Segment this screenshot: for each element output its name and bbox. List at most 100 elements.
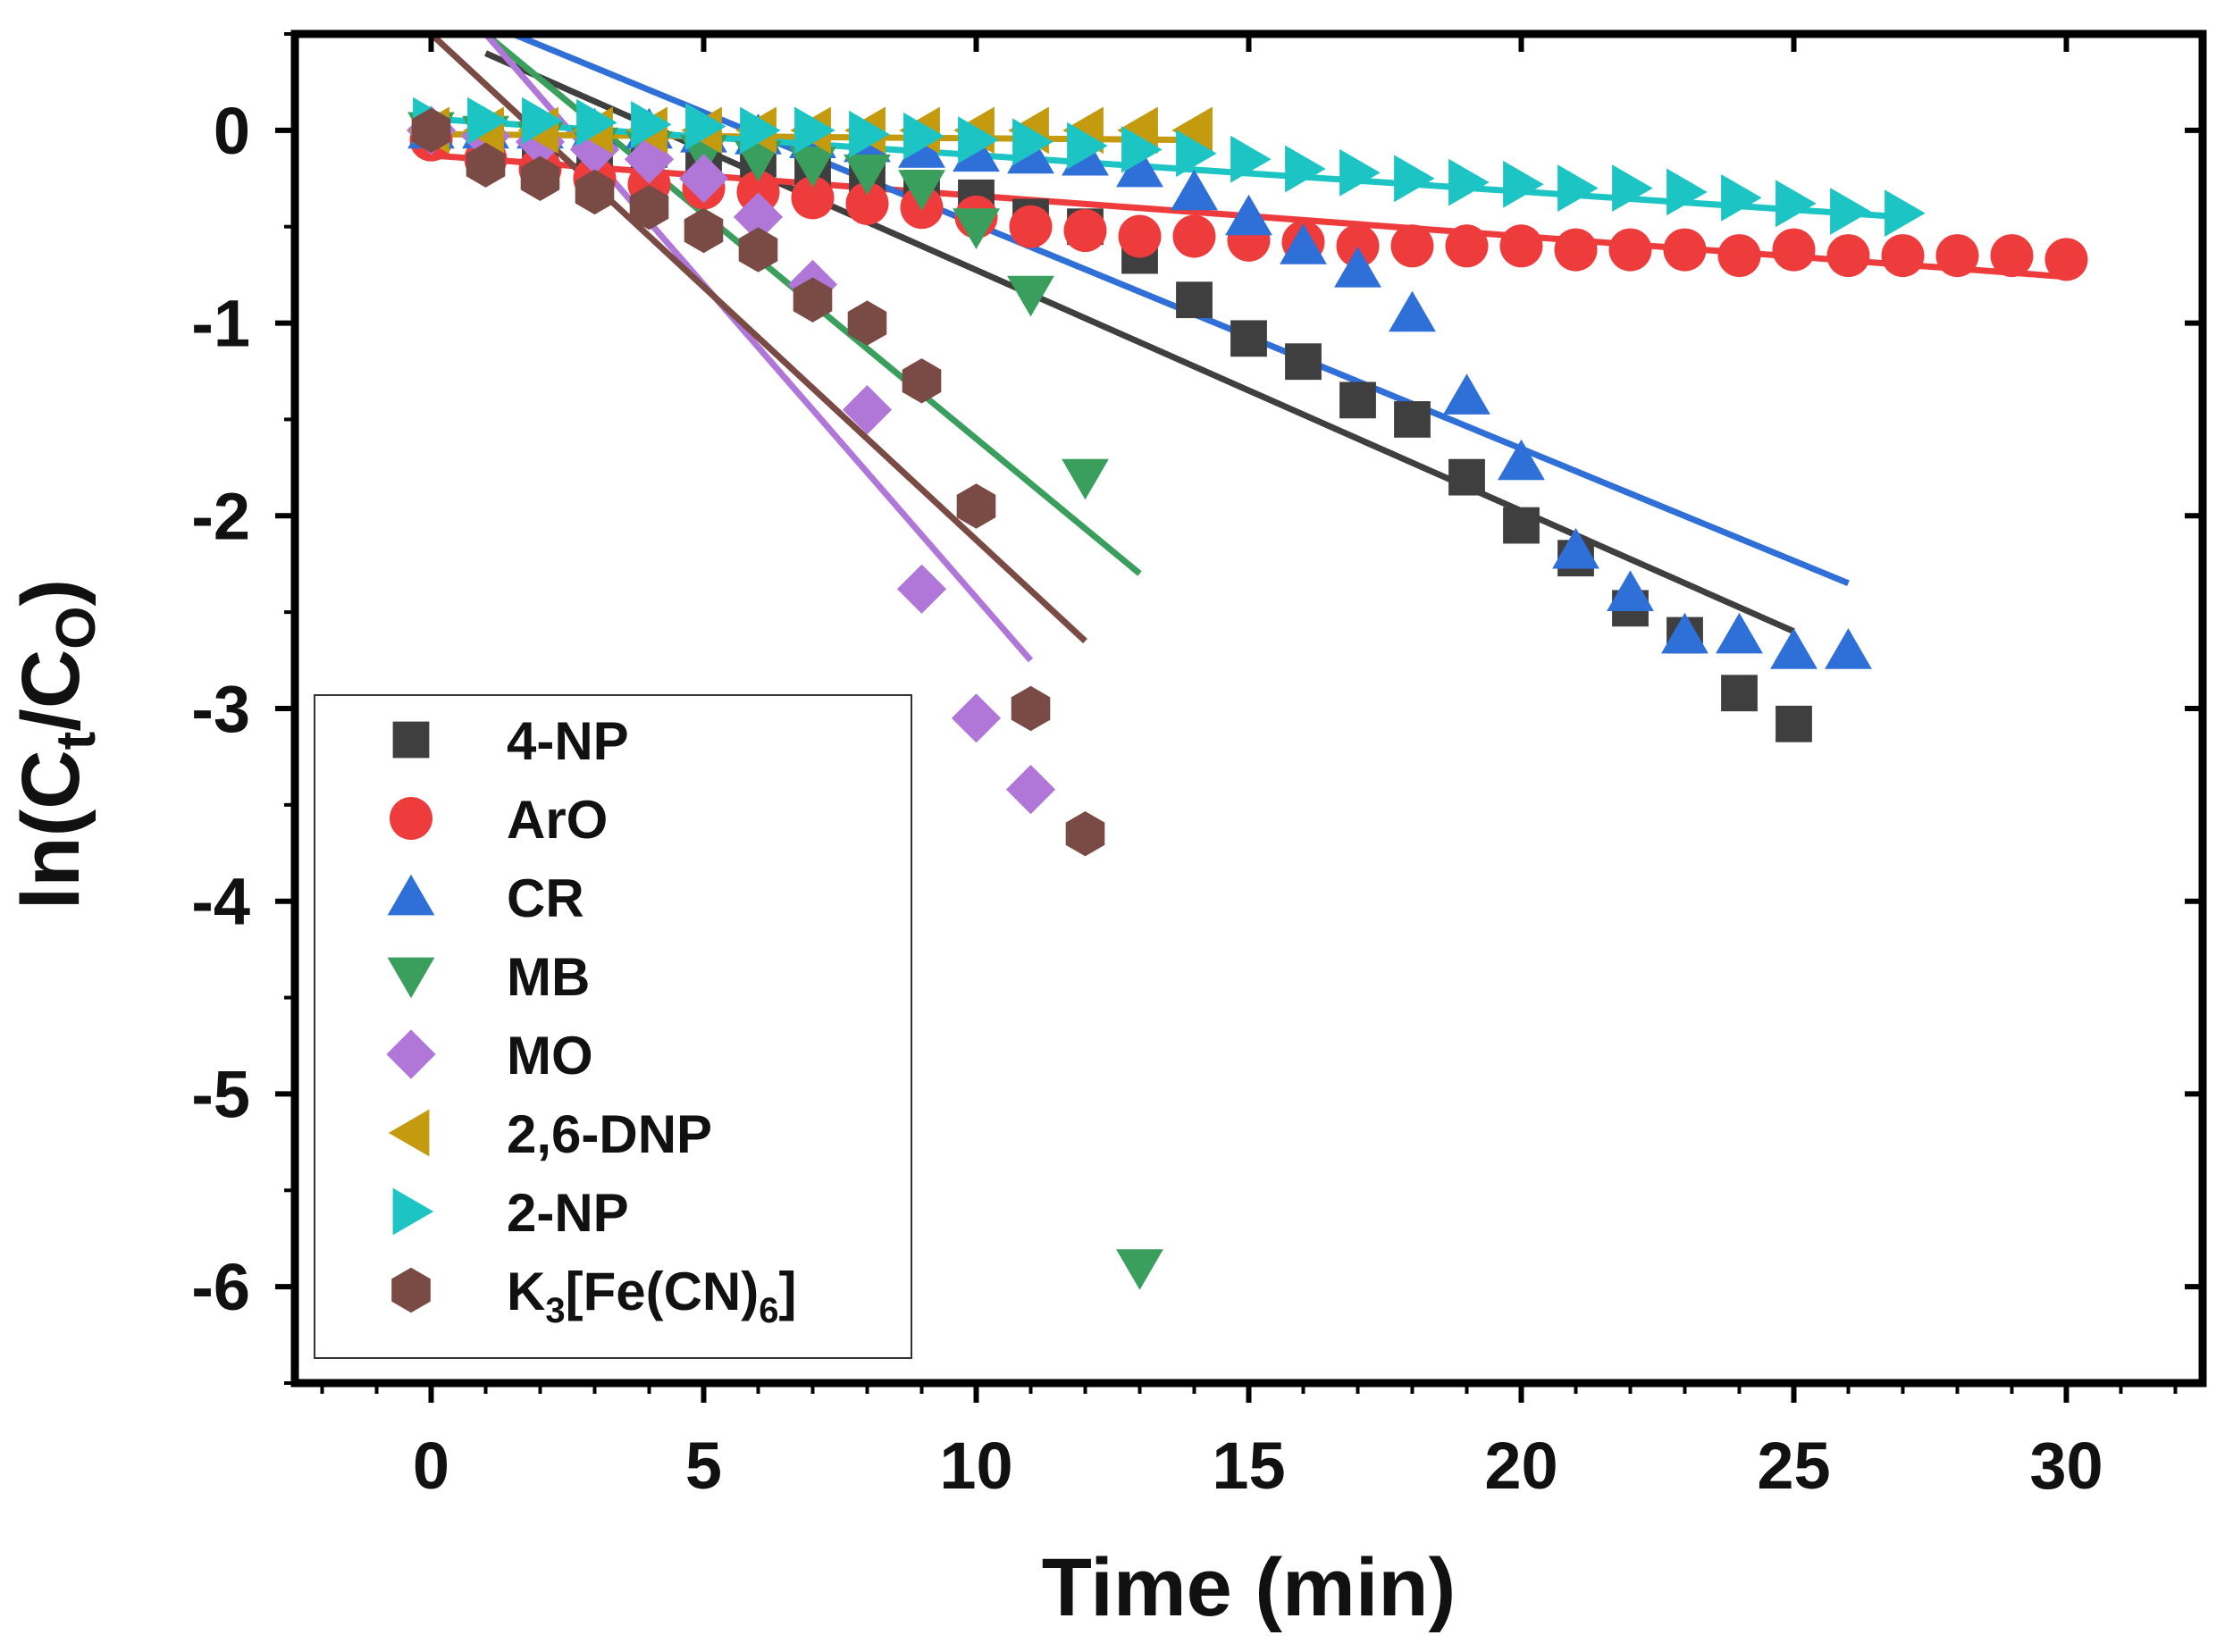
data-point-cr [1116,146,1163,188]
data-point-cr [1280,223,1327,264]
legend-label-part: [Fe(CN) [566,1262,760,1321]
x-axis-title: Time (min) [1042,1542,1456,1633]
legend-label-mb: MB [507,947,590,1007]
data-point-2-np [1885,189,1926,237]
data-point-cr [1770,628,1817,669]
data-point-aro [1009,205,1053,248]
data-point-4-np [1503,507,1540,544]
data-point-4-np [1721,675,1758,712]
data-point-aro [1499,224,1543,268]
data-point-2-np [1121,126,1163,173]
y-tick-label: -2 [191,479,250,553]
data-point-aro [1663,228,1707,272]
data-point-aro [1390,224,1434,268]
data-point-4-np [1394,401,1431,438]
data-point-2-np [958,116,999,164]
data-point-mo [951,693,1002,743]
data-point-4-np [1230,320,1267,357]
y-tick-label: -4 [191,865,250,939]
data-point-2-np [522,96,563,145]
data-point-k3-fe-cn-6 [629,184,669,231]
data-point-mb [953,208,1000,249]
data-point-2-np [1394,155,1435,203]
legend-label-part: K [507,1262,545,1321]
data-point-k3-fe-cn-6 [411,107,451,154]
data-point-mo [678,154,729,204]
legend-marker-mb [387,957,435,999]
legend-label-part: 6 [759,1291,778,1330]
data-point-mb [1007,275,1054,317]
data-point-2-np [1557,164,1599,212]
data-point-aro [1554,228,1598,272]
legend-label-part: ] [778,1262,796,1321]
data-point-2-np [1230,135,1272,183]
legend-marker-mo [386,1029,436,1079]
data-point-mb [789,147,836,188]
data-point-2-np [1830,188,1871,235]
data-point-2-np [1339,148,1381,197]
data-point-2-np [1012,118,1054,166]
data-point-cr [1825,628,1872,669]
data-point-k3-fe-cn-6 [466,142,506,188]
data-point-2-np [1721,174,1762,222]
data-point-mo [896,564,947,614]
data-point-2-np [1775,180,1817,228]
legend-marker-2-6-dnp [388,1109,430,1157]
legend-marker-aro [390,797,432,840]
data-point-cr [1225,194,1272,236]
data-point-k3-fe-cn-6 [684,207,724,254]
legend-box [314,694,912,1359]
data-point-cr [1552,527,1599,569]
legend-marker-cr [387,874,435,916]
data-point-aro [1772,228,1816,272]
data-point-aro [1118,214,1162,258]
data-point-mb [735,140,782,182]
legend-label-2-6-dnp: 2,6-DNP [507,1104,712,1164]
legend-label-mo: MO [507,1026,593,1086]
x-tick-label: 5 [685,1429,722,1503]
data-point-2-np [631,101,672,148]
data-point-aro [1826,234,1870,278]
data-point-aro [1990,234,2034,278]
data-point-2-np [849,110,890,158]
data-point-k3-fe-cn-6 [520,155,560,201]
legend: 4-NP ArO CR MB MO 2,6-DNP 2-NP K3[Fe(CN)6] [314,694,912,1359]
data-point-mo [733,192,784,242]
data-point-4-np [1285,343,1322,381]
data-point-aro [791,176,835,220]
y-title-main: ln(C [5,750,97,910]
axis-ticks-layer [275,32,2203,1403]
data-point-mb [898,170,945,211]
data-point-aro [1063,209,1107,253]
data-point-2-np [467,96,508,145]
data-point-2-np [1176,130,1217,178]
data-point-aro [1172,214,1216,258]
y-title-end: ) [5,579,97,607]
data-point-2-np [685,103,726,150]
data-point-k3-fe-cn-6 [738,227,778,273]
data-point-aro [736,170,780,214]
data-point-cr [1498,439,1545,481]
data-point-aro [1717,234,1761,278]
data-point-2-6-dnp [1171,106,1213,155]
data-point-2-np [1666,168,1708,216]
data-points-layer [406,96,2088,1290]
legend-label-aro: ArO [507,790,608,850]
legend-label-cr: CR [507,868,584,928]
data-point-2-np [794,106,835,155]
x-tick-label: 30 [2029,1429,2103,1503]
x-tick-label: 10 [939,1429,1012,1503]
data-point-cr [1607,570,1654,611]
y-title-sub-o: O [46,606,107,649]
data-point-k3-fe-cn-6 [1065,811,1105,857]
y-tick-label: -3 [191,672,250,746]
data-point-k3-fe-cn-6 [902,358,942,404]
y-tick-label: -1 [191,287,250,361]
tick-labels-layer: 0 5 10 15 20 25 30 0 -1 -2 -3 -4 -5 -6 [191,94,2103,1503]
legend-marker-2-np [392,1187,434,1236]
data-point-cr [1443,373,1490,415]
data-point-cr [1716,612,1763,654]
data-point-2-np [576,98,617,147]
